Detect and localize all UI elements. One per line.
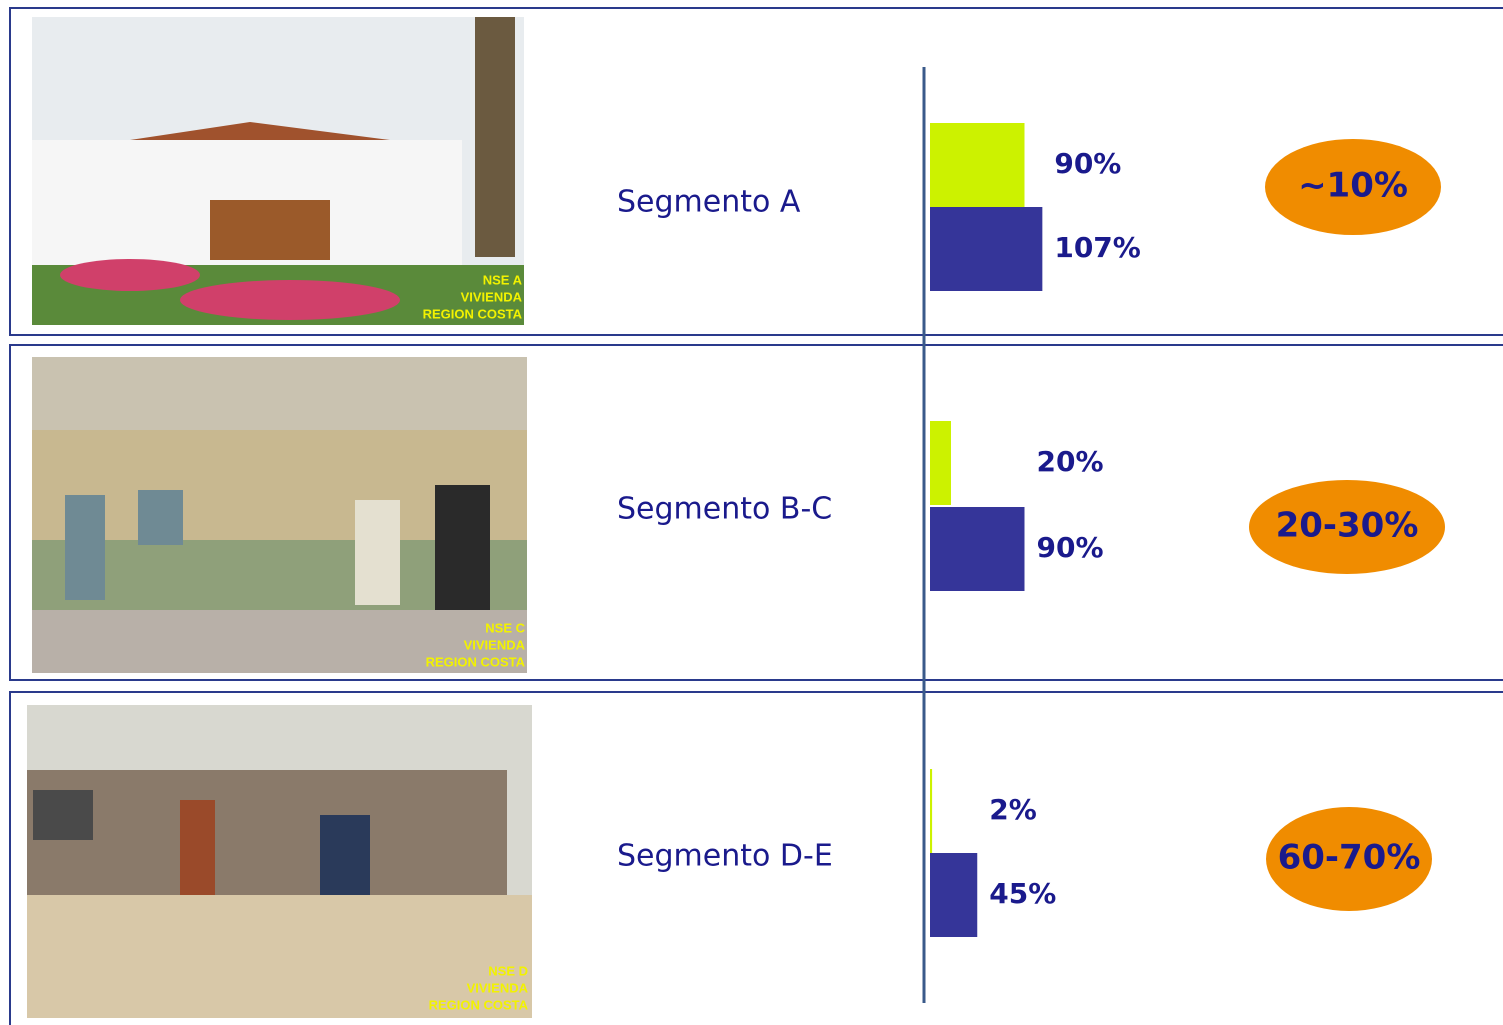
value-label: 90% — [1054, 147, 1121, 180]
value-label: 107% — [1054, 231, 1141, 264]
photo-caption: REGION COSTA — [429, 997, 529, 1012]
bar — [930, 123, 1025, 207]
segment-label: Segmento A — [617, 185, 801, 220]
badge-label: ~10% — [1298, 166, 1408, 206]
photo — [32, 357, 527, 673]
bar — [930, 207, 1043, 291]
row-frame — [9, 344, 1503, 681]
bar — [930, 853, 978, 937]
photo-caption: NSE A — [483, 272, 523, 287]
segment-label: Segmento B-C — [617, 492, 832, 527]
bar — [930, 421, 951, 505]
segment-label: Segmento D-E — [617, 839, 833, 874]
photo-caption: REGION COSTA — [423, 306, 523, 321]
badge — [1249, 480, 1445, 574]
bar — [930, 769, 933, 853]
photo-caption: VIVIENDA — [464, 637, 526, 652]
photo — [32, 17, 524, 325]
photo-caption: NSE C — [485, 620, 525, 635]
row-frame — [9, 7, 1503, 336]
bar — [930, 507, 1025, 591]
value-label: 90% — [1037, 531, 1104, 564]
photo-caption: NSE D — [488, 963, 528, 978]
badge-label: 20-30% — [1276, 506, 1419, 546]
photo-caption: VIVIENDA — [461, 289, 523, 304]
badge-label: 60-70% — [1278, 838, 1421, 878]
value-label: 45% — [989, 877, 1056, 910]
value-label: 2% — [989, 793, 1037, 826]
badge — [1266, 807, 1432, 911]
badge — [1265, 139, 1441, 235]
photo-caption: VIVIENDA — [467, 980, 529, 995]
photo-caption: REGION COSTA — [426, 654, 526, 669]
value-label: 20% — [1037, 445, 1104, 478]
photo — [27, 705, 532, 1018]
row-frame — [9, 691, 1503, 1025]
